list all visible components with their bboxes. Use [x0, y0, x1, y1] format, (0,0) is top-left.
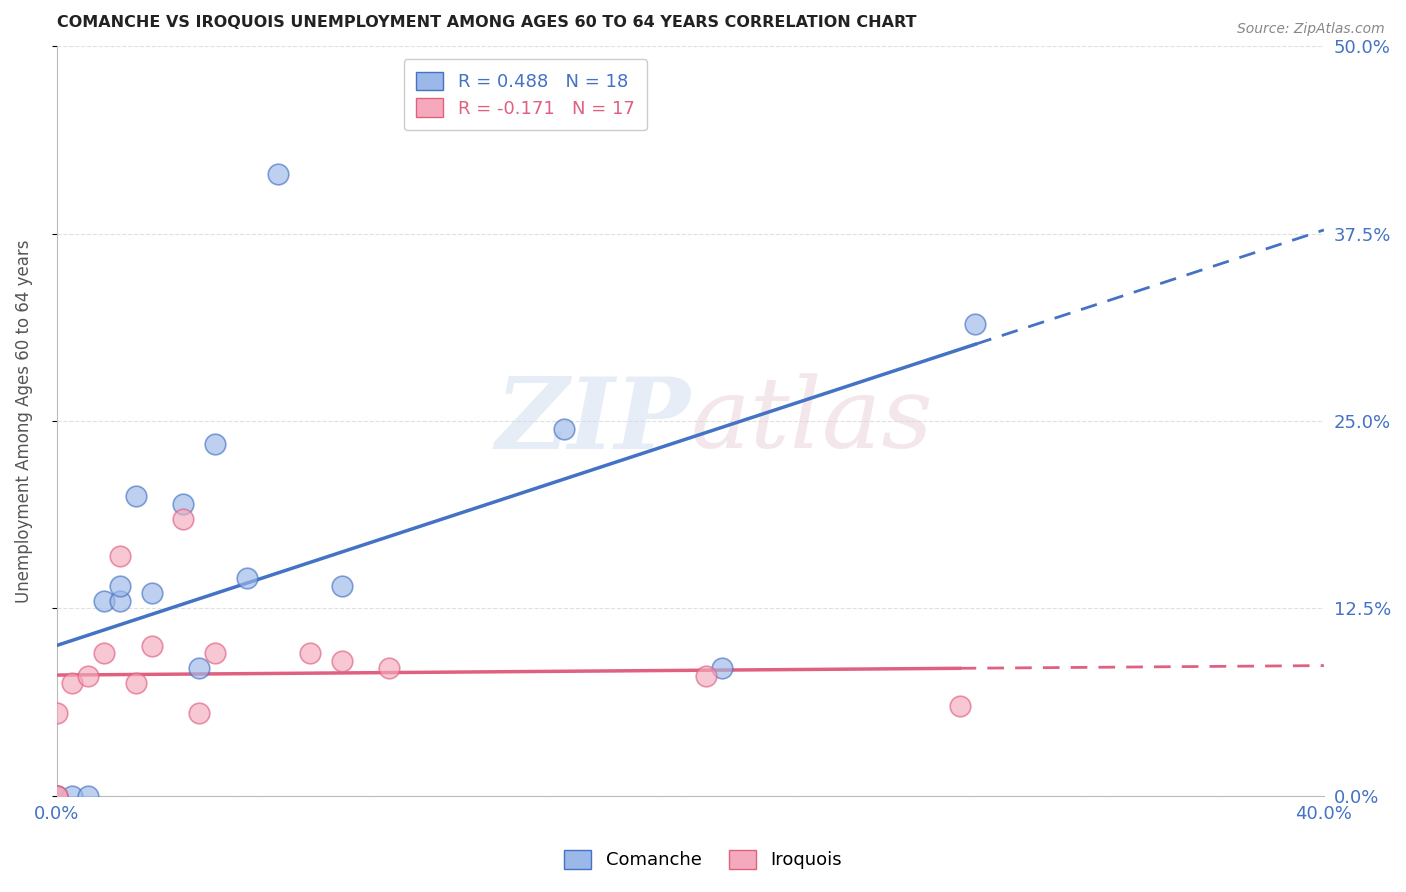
Point: [77, 669, 100, 683]
Point: [553, 421, 575, 435]
Point: [45, 789, 67, 803]
Point: [45, 706, 67, 721]
Point: [141, 639, 163, 653]
Point: [710, 661, 733, 675]
Point: [125, 489, 148, 503]
Point: [172, 511, 194, 525]
Text: atlas: atlas: [690, 374, 934, 469]
Point: [108, 549, 131, 563]
Point: [62, 676, 84, 690]
Point: [45, 789, 67, 803]
Point: [330, 579, 353, 593]
Point: [965, 317, 987, 331]
Point: [62, 789, 84, 803]
Point: [299, 646, 322, 660]
Point: [77, 789, 100, 803]
Text: Source: ZipAtlas.com: Source: ZipAtlas.com: [1237, 22, 1385, 37]
Point: [108, 594, 131, 608]
Point: [204, 646, 226, 660]
Point: [267, 167, 290, 181]
Point: [108, 579, 131, 593]
Text: ZIP: ZIP: [495, 373, 690, 469]
Point: [188, 706, 211, 721]
Point: [93, 646, 115, 660]
Point: [125, 676, 148, 690]
Point: [188, 661, 211, 675]
Point: [695, 669, 717, 683]
Legend: Comanche, Iroquois: Comanche, Iroquois: [555, 841, 851, 879]
Point: [330, 654, 353, 668]
Point: [45, 789, 67, 803]
Point: [45, 789, 67, 803]
Point: [948, 698, 970, 713]
Legend: R = 0.488   N = 18, R = -0.171   N = 17: R = 0.488 N = 18, R = -0.171 N = 17: [404, 59, 647, 130]
Point: [204, 436, 226, 450]
Point: [378, 661, 401, 675]
Text: COMANCHE VS IROQUOIS UNEMPLOYMENT AMONG AGES 60 TO 64 YEARS CORRELATION CHART: COMANCHE VS IROQUOIS UNEMPLOYMENT AMONG …: [56, 15, 917, 30]
Y-axis label: Unemployment Among Ages 60 to 64 years: Unemployment Among Ages 60 to 64 years: [15, 239, 32, 603]
Point: [141, 586, 163, 600]
Point: [172, 496, 194, 510]
Point: [235, 571, 257, 585]
Point: [93, 594, 115, 608]
